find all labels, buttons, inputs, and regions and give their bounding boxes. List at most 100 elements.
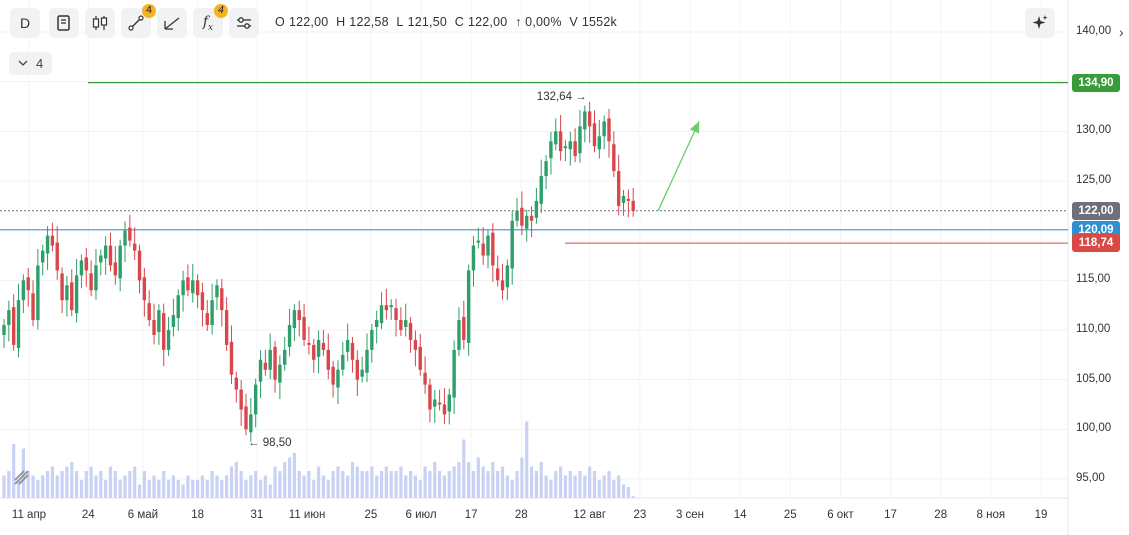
volume-bar xyxy=(462,439,466,498)
volume-bar xyxy=(331,471,335,498)
candle-body xyxy=(355,359,360,380)
volume-bar xyxy=(544,475,548,498)
candle-body xyxy=(258,359,263,382)
candle-body xyxy=(132,243,137,251)
ohlc-legend: O 122,00 H 122,58 L 121,50 C 122,00 ↑ 0,00% … xyxy=(275,15,621,29)
chart-type-button[interactable] xyxy=(85,8,115,38)
collapse-count: 4 xyxy=(36,56,44,71)
candle-body xyxy=(486,235,490,256)
ai-assistant-button[interactable] xyxy=(1025,8,1055,38)
volume-bar xyxy=(389,471,393,498)
volume-bar xyxy=(467,462,471,498)
candle-body xyxy=(171,315,176,328)
candle-body xyxy=(215,285,219,298)
volume-bar xyxy=(210,471,214,498)
volume-bar xyxy=(60,471,64,498)
volume-bar xyxy=(142,471,146,498)
volume-bar xyxy=(573,475,577,498)
candle-body xyxy=(11,307,16,345)
candle-body xyxy=(442,404,447,415)
time-tick-label: 14 xyxy=(733,509,747,521)
indicators-button[interactable]: fx 4 xyxy=(193,4,228,38)
candle-body xyxy=(118,245,122,279)
notes-button[interactable] xyxy=(49,8,79,38)
volume-bar xyxy=(321,475,326,498)
settings-button[interactable] xyxy=(229,8,259,38)
volume-bar xyxy=(268,484,272,498)
volume-bar xyxy=(433,462,437,498)
candle-body xyxy=(374,320,379,328)
volume-bar xyxy=(200,475,205,498)
volume-bar xyxy=(626,487,630,498)
volume-bar xyxy=(515,471,519,498)
volume-bar xyxy=(118,480,122,498)
period-low-annotation: ← 98,50 xyxy=(248,437,292,450)
close-label: C xyxy=(454,15,464,29)
open-label: O xyxy=(275,15,285,29)
candle-body xyxy=(331,366,335,385)
collapse-indicators-button[interactable]: 4 xyxy=(9,52,53,75)
candle-body xyxy=(157,310,161,332)
candle-body xyxy=(544,161,548,177)
volume-bar xyxy=(65,466,69,498)
period-high-value: 132,64 xyxy=(536,91,572,104)
high-label: H xyxy=(336,15,346,29)
drawings-button[interactable]: 4 xyxy=(121,4,156,38)
volume-bar xyxy=(258,480,263,498)
chevron-right-icon[interactable]: › xyxy=(1119,24,1124,40)
volume-bar xyxy=(133,466,137,498)
volume-bar xyxy=(312,480,316,498)
candle-body xyxy=(433,399,437,407)
volume-bar xyxy=(84,471,88,498)
candle-body xyxy=(612,144,616,172)
volume-bar xyxy=(404,475,408,498)
volume-bar xyxy=(79,480,84,498)
volume-bar xyxy=(370,466,374,498)
candle-body xyxy=(268,349,272,370)
candle-body xyxy=(413,339,418,350)
sparkle-icon xyxy=(1032,15,1048,29)
volume-bar xyxy=(41,475,45,498)
volume-value: 1552k xyxy=(581,15,617,29)
interval-button[interactable]: D xyxy=(10,8,40,38)
time-tick-label: 6 окт xyxy=(827,509,854,521)
volume-bar xyxy=(16,480,21,498)
volume-bar xyxy=(70,462,74,498)
volume-bar xyxy=(355,466,359,498)
time-tick-label: 12 авг xyxy=(573,509,607,521)
time-tick-label: 18 xyxy=(191,509,205,521)
candle-body xyxy=(283,349,287,365)
chart-grid xyxy=(0,0,1069,535)
volume-bar xyxy=(220,480,224,498)
candle-body xyxy=(229,341,234,375)
candle-body xyxy=(239,389,243,410)
candle-body xyxy=(89,273,93,291)
volume-bar xyxy=(384,466,388,498)
candle-body xyxy=(539,176,543,204)
candle-body xyxy=(220,288,224,311)
candle-body xyxy=(408,323,413,340)
candle-body xyxy=(428,384,432,410)
time-tick-label: 17 xyxy=(464,509,478,521)
candle-body xyxy=(210,300,214,326)
candle-body xyxy=(176,295,180,319)
projection-arrow-line xyxy=(657,121,700,212)
candle-body xyxy=(200,292,205,311)
candle-body xyxy=(55,242,59,271)
volume-bar xyxy=(341,471,345,498)
volume-bar xyxy=(452,466,456,498)
volume-bar xyxy=(108,466,113,498)
function-icon: fx xyxy=(202,13,214,33)
volume-bar xyxy=(496,471,500,498)
candle-body xyxy=(65,285,69,301)
candle-body xyxy=(626,198,631,201)
candle-body xyxy=(84,257,88,271)
candle-body xyxy=(244,406,248,430)
volume-bar xyxy=(152,475,156,498)
candle-body xyxy=(597,136,602,150)
ruler-button[interactable] xyxy=(157,8,187,38)
candle-body xyxy=(515,210,519,221)
candle-body xyxy=(568,141,572,150)
time-tick-label: 8 ноя xyxy=(976,509,1006,521)
